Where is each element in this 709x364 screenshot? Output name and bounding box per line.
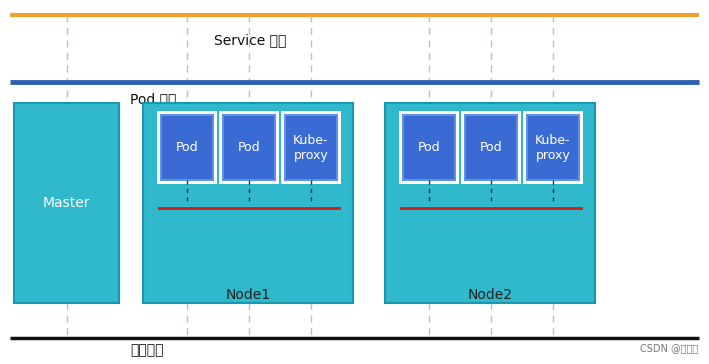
FancyBboxPatch shape <box>461 111 521 184</box>
Text: Pod: Pod <box>480 141 502 154</box>
Text: Pod 网络: Pod 网络 <box>130 92 177 106</box>
FancyBboxPatch shape <box>161 115 213 180</box>
FancyBboxPatch shape <box>285 115 337 180</box>
FancyBboxPatch shape <box>14 103 119 303</box>
Text: Master: Master <box>43 196 90 210</box>
Text: Pod: Pod <box>176 141 199 154</box>
Text: Node2: Node2 <box>467 288 513 302</box>
FancyBboxPatch shape <box>399 111 459 184</box>
FancyBboxPatch shape <box>465 115 517 180</box>
Text: 节点网络: 节点网络 <box>130 343 164 357</box>
Text: Node1: Node1 <box>225 288 271 302</box>
FancyBboxPatch shape <box>385 103 595 303</box>
Text: Pod: Pod <box>418 141 440 154</box>
Text: CSDN @郭莉华: CSDN @郭莉华 <box>640 343 698 353</box>
FancyBboxPatch shape <box>403 115 455 180</box>
Text: Kube-
proxy: Kube- proxy <box>294 134 329 162</box>
FancyBboxPatch shape <box>223 115 275 180</box>
FancyBboxPatch shape <box>527 115 579 180</box>
FancyBboxPatch shape <box>523 111 583 184</box>
FancyBboxPatch shape <box>281 111 341 184</box>
Text: Service 网络: Service 网络 <box>214 33 286 47</box>
Text: Pod: Pod <box>238 141 260 154</box>
FancyBboxPatch shape <box>143 103 353 303</box>
FancyBboxPatch shape <box>157 111 217 184</box>
FancyBboxPatch shape <box>219 111 279 184</box>
Text: Kube-
proxy: Kube- proxy <box>535 134 571 162</box>
